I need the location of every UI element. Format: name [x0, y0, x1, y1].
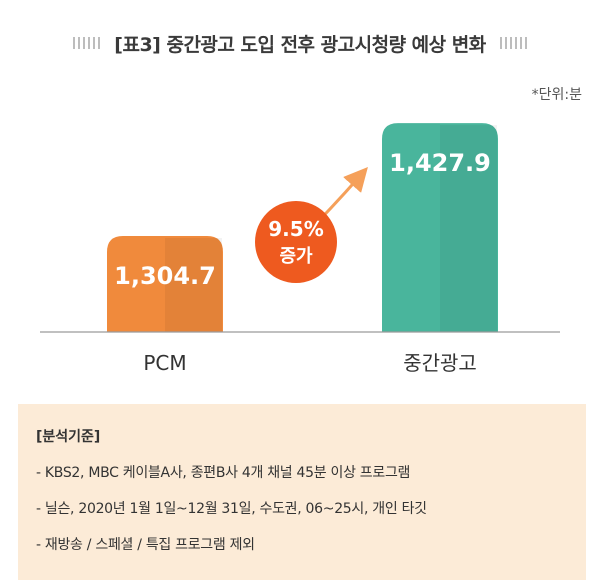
bars-group: 1,304.7 1,427.9	[107, 123, 498, 332]
analysis-criteria-heading: [분석기준]	[36, 429, 101, 445]
category-labels-group: PCM 중간광고	[143, 351, 476, 375]
criteria-line-2: - 닐슨, 2020년 1월 1일~12월 31일, 수도권, 06~25시, …	[36, 501, 427, 517]
growth-label: 증가	[279, 246, 313, 267]
bar-shade	[440, 125, 497, 332]
bar-shade	[165, 238, 222, 332]
bar-chart: 1,304.7 1,427.9 9.5% 증가 PCM 중간광고	[40, 123, 560, 375]
category-label: PCM	[143, 351, 186, 375]
title-row: [표3] 중간광고 도입 전후 광고시청량 예상 변화	[0, 28, 600, 58]
bar-midroll-ad	[382, 123, 498, 332]
bar-value-label: 1,427.9	[389, 149, 491, 177]
growth-percent: 9.5%	[268, 217, 323, 241]
chart-title: [표3] 중간광고 도입 전후 광고시청량 예상 변화	[114, 33, 486, 56]
bar-pcm	[107, 236, 223, 332]
analysis-criteria-box: [분석기준] - KBS2, MBC 케이블A사, 종편B사 4개 채널 45분…	[18, 404, 586, 580]
growth-badge	[255, 201, 337, 283]
bar-value-label: 1,304.7	[114, 262, 216, 290]
category-label: 중간광고	[403, 351, 477, 375]
criteria-line-1: - KBS2, MBC 케이블A사, 종편B사 4개 채널 45분 이상 프로그…	[36, 465, 411, 481]
unit-label: *단위:분	[531, 87, 582, 103]
criteria-line-3: - 재방송 / 스페셜 / 특집 프로그램 제외	[36, 537, 255, 553]
title-decoration-right	[499, 37, 527, 49]
title-decoration-left	[73, 37, 101, 49]
